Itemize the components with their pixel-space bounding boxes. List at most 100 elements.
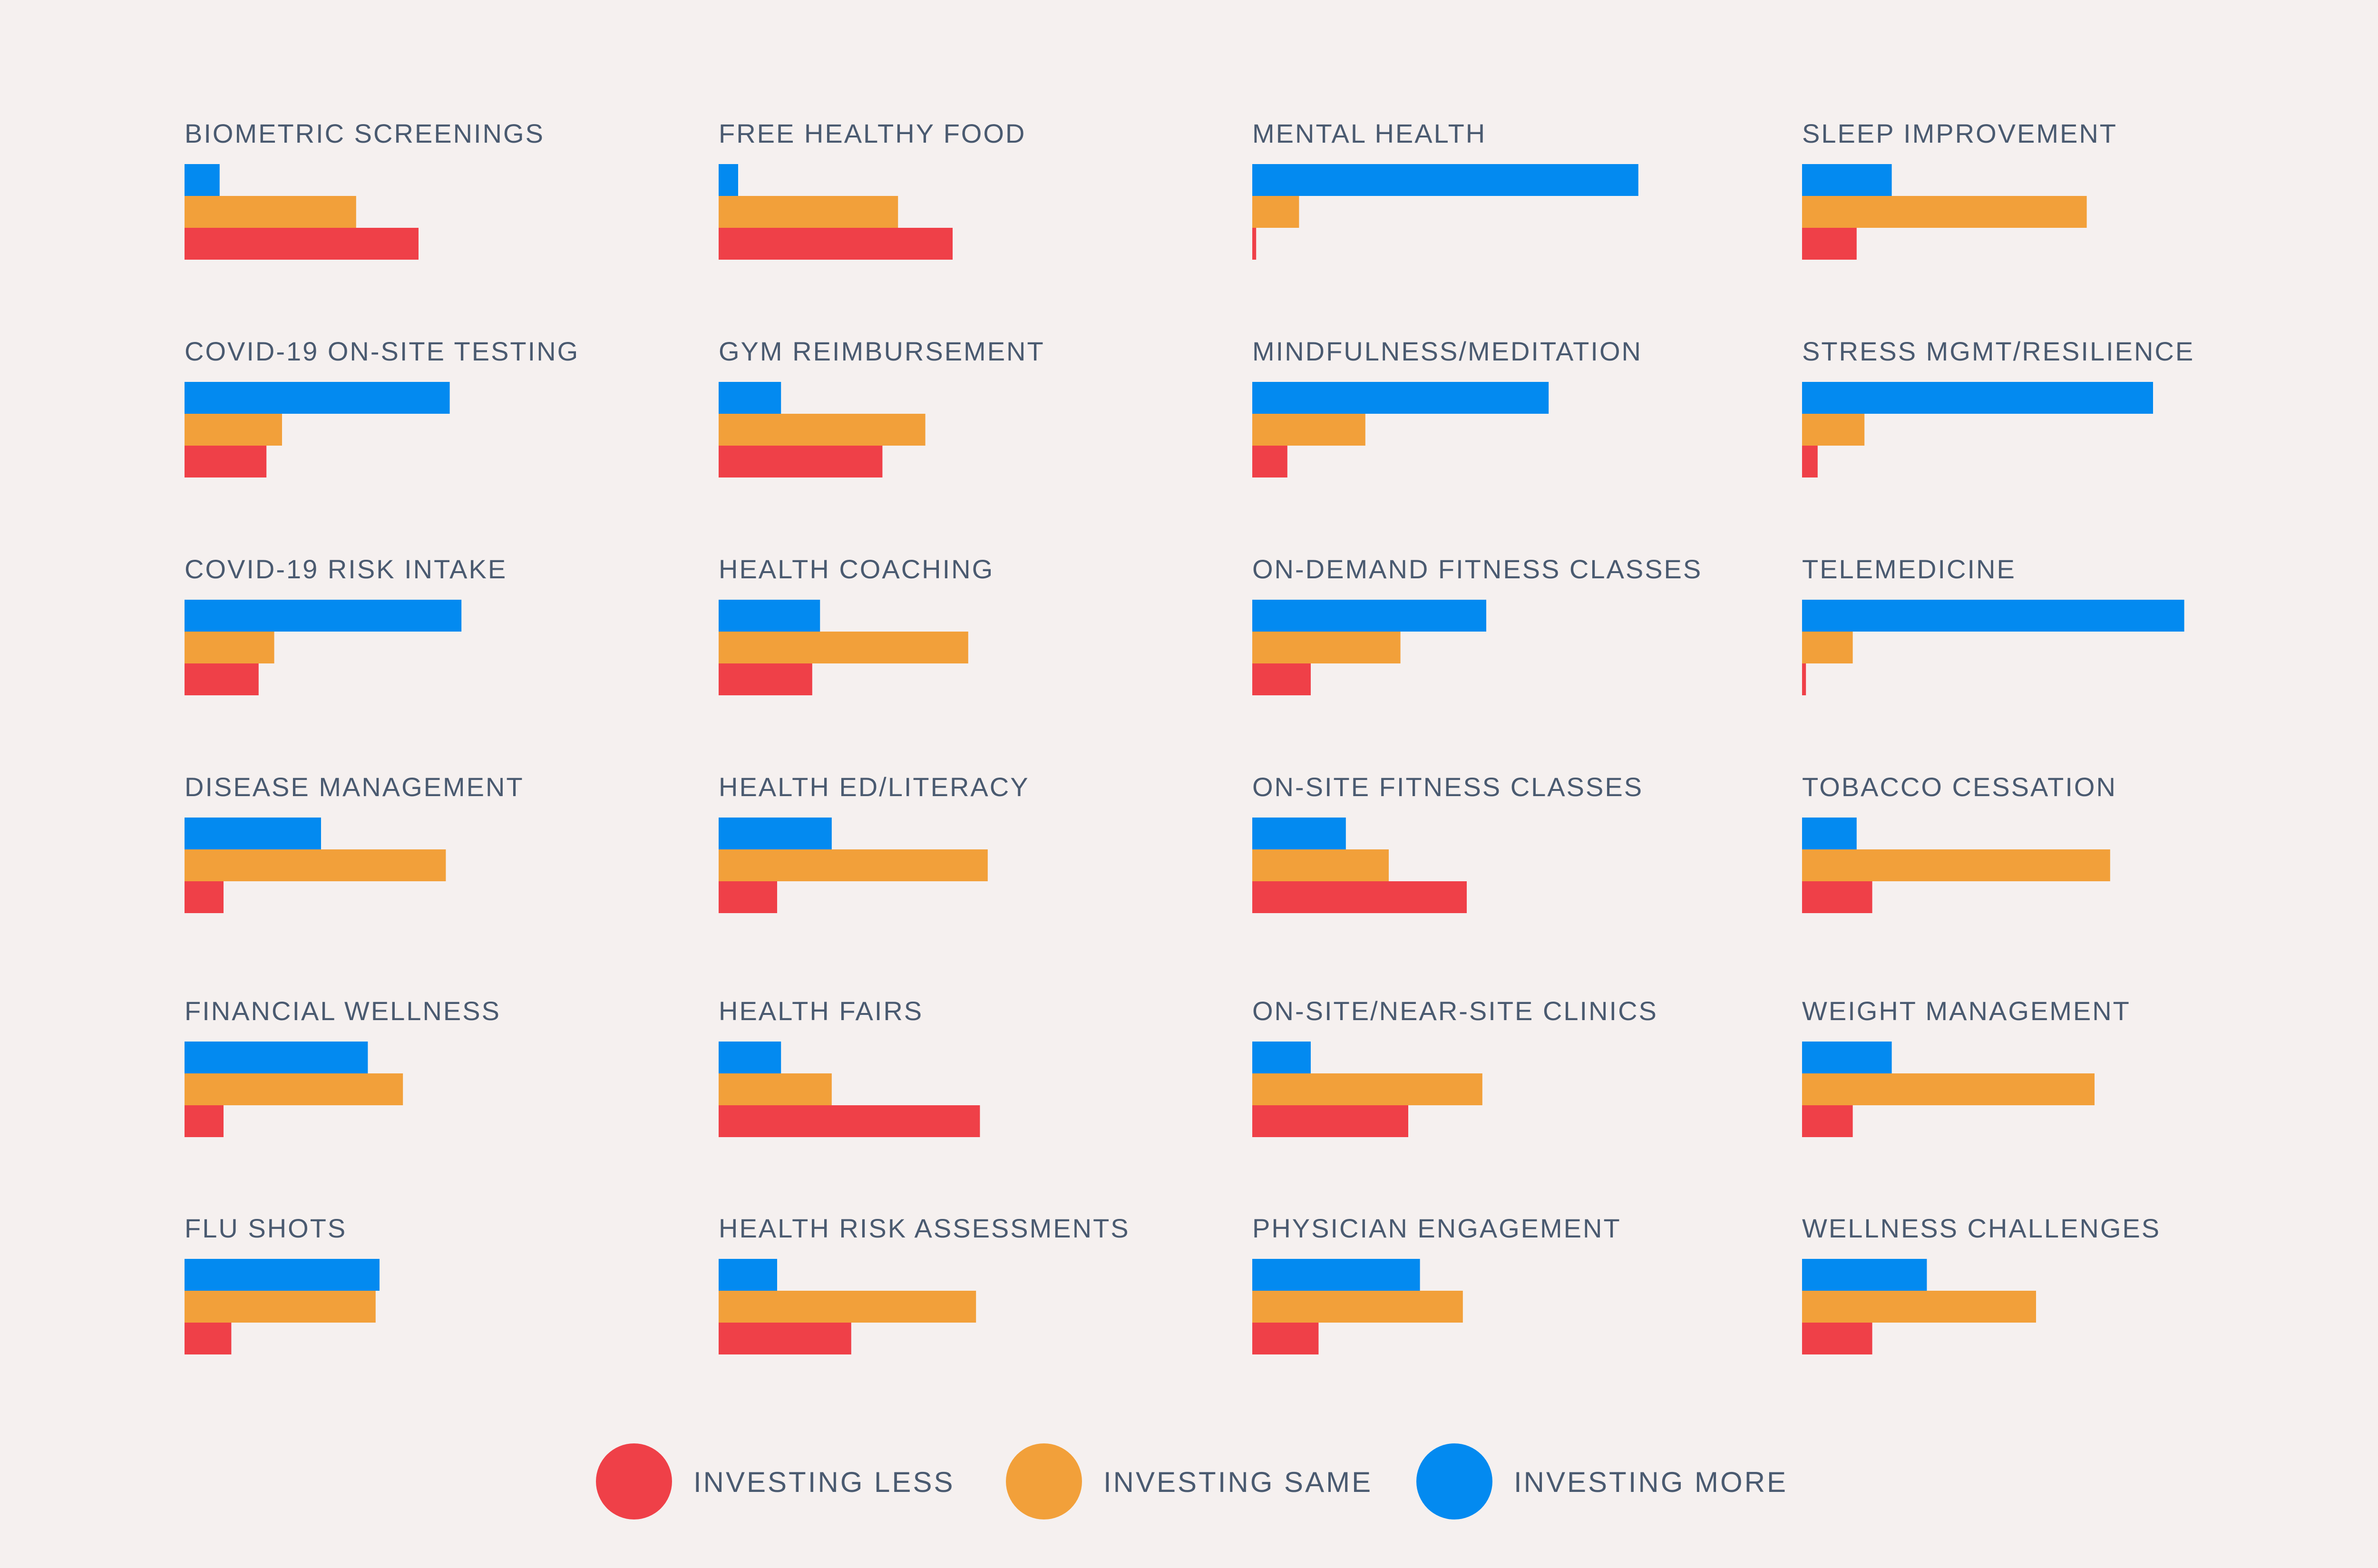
bar-less [719, 228, 953, 260]
bar-more [1252, 818, 1346, 849]
bar-more [1802, 600, 2184, 632]
chart-panel: FINANCIAL WELLNESS [185, 996, 501, 1137]
panel-title: TOBACCO CESSATION [1802, 772, 2117, 802]
bar-more [719, 1042, 781, 1073]
panel-title: HEALTH ED/LITERACY [719, 772, 1030, 802]
bar-more [1802, 1259, 1927, 1291]
bar-same [1252, 1073, 1482, 1105]
chart-panel: ON-SITE/NEAR-SITE CLINICS [1252, 996, 1658, 1137]
legend-swatch [1006, 1443, 1082, 1519]
chart-panel: COVID-19 ON-SITE TESTING [185, 336, 579, 477]
bar-same [185, 1073, 403, 1105]
chart-panel: MINDFULNESS/MEDITATION [1252, 336, 1642, 477]
legend-label: INVESTING LESS [693, 1466, 955, 1498]
bar-more [1802, 382, 2153, 414]
bar-less [1802, 1323, 1872, 1354]
panel-title: SLEEP IMPROVEMENT [1802, 118, 2117, 148]
panel-title: DISEASE MANAGEMENT [185, 772, 524, 802]
bar-more [185, 382, 450, 414]
bar-less [185, 446, 267, 477]
chart-panel: MENTAL HEALTH [1252, 118, 1638, 260]
bar-more [185, 600, 462, 632]
bar-less [1252, 446, 1287, 477]
chart-panel: COVID-19 RISK INTAKE [185, 554, 506, 695]
bar-more [185, 818, 321, 849]
bar-same [1252, 632, 1401, 663]
panel-title: MENTAL HEALTH [1252, 118, 1486, 148]
chart-panel: HEALTH ED/LITERACY [719, 772, 1030, 913]
bar-same [719, 1291, 976, 1323]
panel-title: FINANCIAL WELLNESS [185, 996, 501, 1026]
panel-title: WELLNESS CHALLENGES [1802, 1213, 2161, 1243]
chart-panel: TOBACCO CESSATION [1802, 772, 2117, 913]
panel-title: ON-SITE FITNESS CLASSES [1252, 772, 1643, 802]
bar-same [719, 196, 898, 228]
bar-more [1802, 164, 1892, 196]
panel-title: HEALTH FAIRS [719, 996, 923, 1026]
chart-panel: SLEEP IMPROVEMENT [1802, 118, 2117, 260]
legend-swatch [596, 1443, 672, 1519]
bar-same [185, 196, 356, 228]
bar-more [185, 164, 220, 196]
chart-panel: WELLNESS CHALLENGES [1802, 1213, 2161, 1354]
bar-same [185, 1291, 376, 1323]
legend-label: INVESTING SAME [1103, 1466, 1373, 1498]
chart-panel: FREE HEALTHY FOOD [719, 118, 1026, 260]
bar-same [185, 849, 446, 881]
panel-title: FREE HEALTHY FOOD [719, 118, 1026, 148]
bar-less [719, 1105, 980, 1137]
bar-more [1252, 164, 1638, 196]
bar-more [185, 1042, 368, 1073]
legend-label: INVESTING MORE [1514, 1466, 1788, 1498]
panel-title: FLU SHOTS [185, 1213, 347, 1243]
bar-more [1802, 818, 1857, 849]
chart-panel: WEIGHT MANAGEMENT [1802, 996, 2131, 1137]
chart-panel: TELEMEDICINE [1802, 554, 2184, 695]
panel-title: HEALTH RISK ASSESSMENTS [719, 1213, 1130, 1243]
bar-less [1802, 446, 1818, 477]
chart-panel: DISEASE MANAGEMENT [185, 772, 524, 913]
bar-same [719, 1073, 832, 1105]
bar-less [1802, 228, 1857, 260]
bar-same [1802, 196, 2087, 228]
bar-more [719, 1259, 777, 1291]
panel-title: WEIGHT MANAGEMENT [1802, 996, 2131, 1026]
panel-title: ON-DEMAND FITNESS CLASSES [1252, 554, 1702, 584]
bar-same [1802, 414, 1865, 446]
panel-title: ON-SITE/NEAR-SITE CLINICS [1252, 996, 1658, 1026]
bar-less [719, 663, 812, 695]
panel-title: MINDFULNESS/MEDITATION [1252, 336, 1642, 366]
bar-more [719, 164, 738, 196]
legend: INVESTING LESS INVESTING SAME INVESTING MO… [596, 1443, 1788, 1519]
chart-panel: ON-DEMAND FITNESS CLASSES [1252, 554, 1702, 695]
bar-less [185, 1323, 232, 1354]
bar-same [185, 632, 274, 663]
bar-same [719, 632, 968, 663]
panel-title: COVID-19 ON-SITE TESTING [185, 336, 579, 366]
bar-less [185, 1105, 224, 1137]
bar-same [1252, 196, 1299, 228]
bar-same [1252, 1291, 1463, 1323]
panel-title: TELEMEDICINE [1802, 554, 2016, 584]
bar-more [719, 600, 820, 632]
bar-more [1252, 1042, 1311, 1073]
bar-less [1252, 1323, 1319, 1354]
panel-title: PHYSICIAN ENGAGEMENT [1252, 1213, 1621, 1243]
bar-less [1252, 881, 1467, 913]
bar-same [1802, 1073, 2095, 1105]
bar-more [185, 1259, 380, 1291]
bar-more [719, 382, 781, 414]
panel-title: HEALTH COACHING [719, 554, 994, 584]
bar-less [719, 1323, 851, 1354]
chart-panel: HEALTH RISK ASSESSMENTS [719, 1213, 1130, 1354]
chart-panel: GYM REIMBURSEMENT [719, 336, 1043, 477]
chart-panel: STRESS MGMT/RESILIENCE [1802, 336, 2193, 477]
bar-less [1252, 663, 1311, 695]
bar-same [185, 414, 282, 446]
bar-same [1252, 849, 1389, 881]
chart-panel: ON-SITE FITNESS CLASSES [1252, 772, 1643, 913]
chart-panel: BIOMETRIC SCREENINGS [185, 118, 543, 260]
chart-panel: HEALTH FAIRS [719, 996, 980, 1137]
